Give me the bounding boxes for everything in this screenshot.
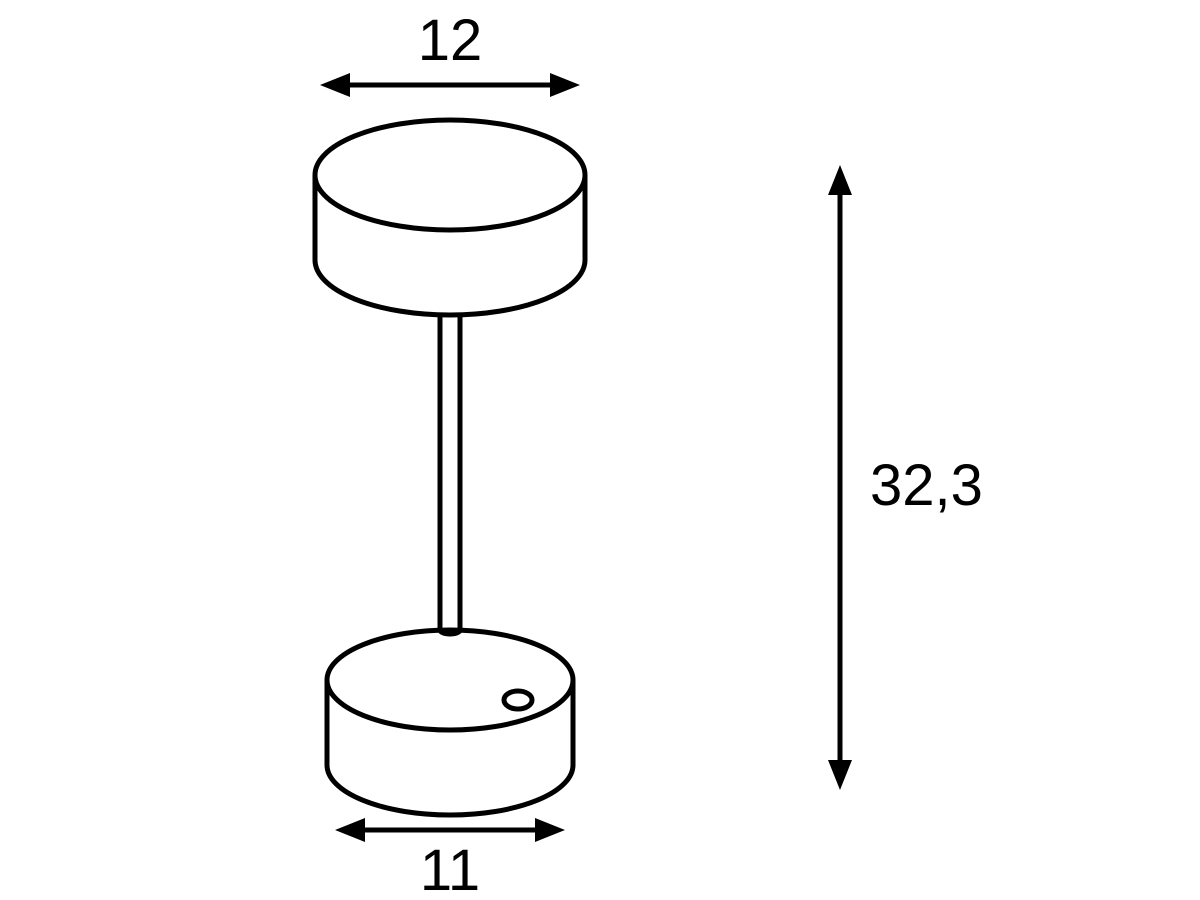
- top-dimension: 12: [320, 8, 580, 97]
- lamp-outline: [315, 120, 585, 815]
- lamp-head-top: [315, 120, 585, 230]
- height-dimension-label: 32,3: [870, 453, 983, 518]
- lamp-base-button: [504, 691, 532, 709]
- lamp-head-bottom-arc: [315, 260, 585, 315]
- top-dimension-arrow-right: [550, 73, 580, 97]
- height-dimension: 32,3: [828, 165, 983, 790]
- bottom-dimension-arrow-right: [535, 818, 565, 842]
- top-dimension-arrow-left: [320, 73, 350, 97]
- bottom-dimension-label: 11: [420, 838, 480, 900]
- height-dimension-arrow-top: [828, 165, 852, 195]
- top-dimension-label: 12: [418, 8, 483, 73]
- height-dimension-arrow-bottom: [828, 760, 852, 790]
- lamp-base-bottom-arc: [327, 765, 573, 815]
- dimension-drawing: 12 11 32,3: [0, 0, 1200, 900]
- lamp-base-top: [327, 630, 573, 730]
- bottom-dimension-arrow-left: [335, 818, 365, 842]
- bottom-dimension: 11: [335, 818, 565, 900]
